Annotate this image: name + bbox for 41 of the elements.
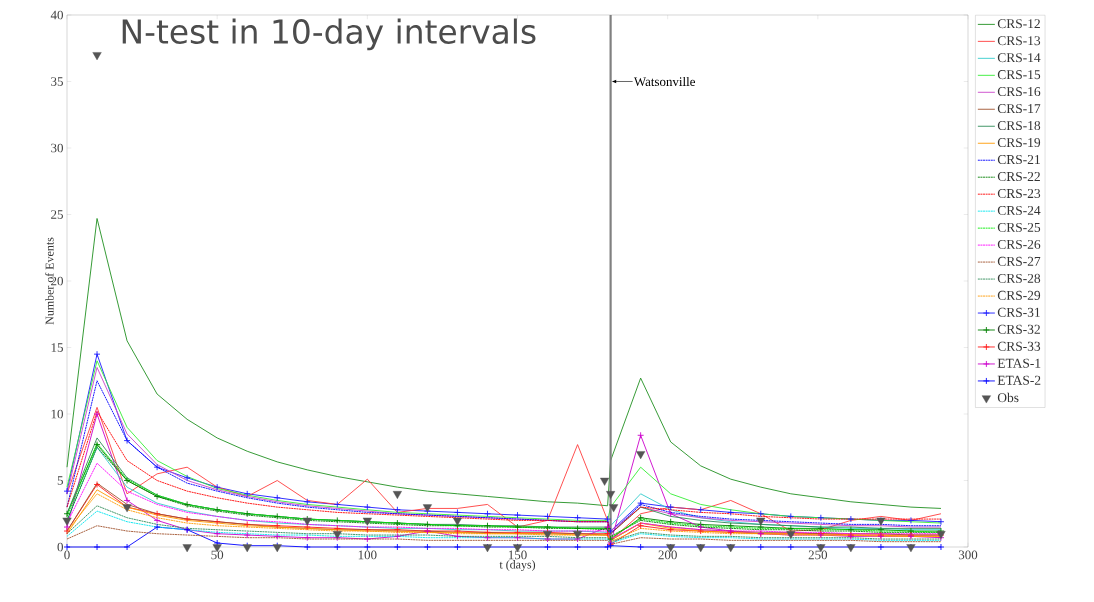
legend-label: CRS-28 [997,273,1041,283]
y-tick-label: 10 [51,409,63,419]
legend-label: CRS-12 [997,19,1040,29]
legend-label: CRS-18 [997,121,1041,131]
legend-label: CRS-15 [997,70,1041,80]
x-tick-label: 150 [508,550,527,560]
legend-label: CRS-17 [997,104,1041,114]
legend-label: ETAS-2 [997,375,1041,385]
x-tick-label: 250 [808,550,828,560]
legend-label: CRS-19 [997,138,1041,148]
x-tick-label: 200 [658,550,677,560]
legend-label: ETAS-1 [997,358,1041,368]
legend-label: CRS-24 [997,205,1041,215]
legend-label: CRS-13 [997,36,1041,46]
y-tick-label: 15 [51,343,63,352]
legend-label: CRS-16 [997,87,1041,97]
x-axis-title: t (days) [499,560,536,571]
x-tick-label: 50 [211,550,224,560]
y-tick-label: 0 [57,542,63,552]
chart-title: N-test in 10-day intervals [122,18,536,51]
legend-label: CRS-26 [997,239,1041,249]
legend-label: CRS-27 [997,256,1041,266]
legend-label: CRS-31 [997,307,1040,317]
y-tick-label: 5 [57,476,63,485]
legend-label: CRS-21 [997,155,1040,165]
x-tick-label: 0 [64,550,70,560]
legend-label: CRS-23 [997,188,1041,198]
x-tick-label: 300 [958,550,978,560]
legend-label: CRS-14 [997,53,1041,63]
y-tick-label: 30 [51,143,63,153]
y-tick-label: 35 [51,77,63,86]
legend-label: CRS-29 [997,290,1041,300]
x-tick-label: 100 [358,550,377,560]
y-tick-label: 25 [51,210,63,219]
y-tick-label: 40 [50,10,63,20]
legend-label: CRS-22 [997,172,1040,182]
legend-label: CRS-25 [997,222,1041,232]
ref-line-label: Watsonville [633,76,696,87]
legend-label: CRS-33 [997,341,1041,351]
legend-label: CRS-32 [997,324,1040,334]
legend-label: Obs [997,392,1019,403]
